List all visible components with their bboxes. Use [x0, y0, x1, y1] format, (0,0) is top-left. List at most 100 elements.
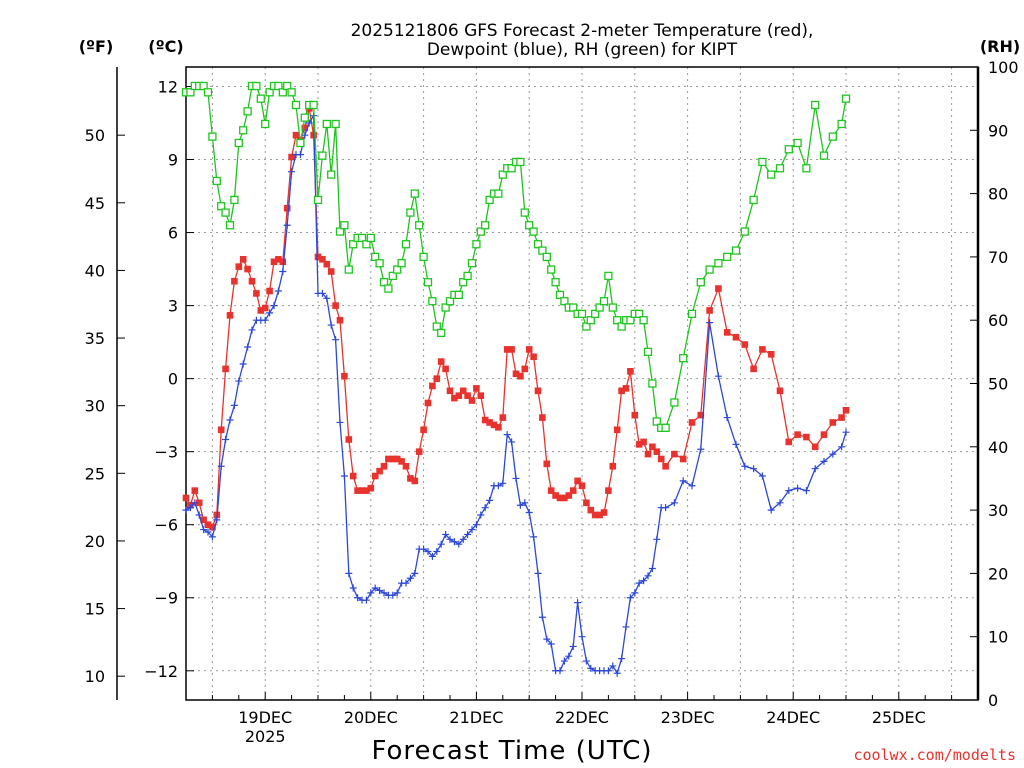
series-rh	[181, 81, 851, 432]
temperature-point	[393, 455, 401, 463]
dewpoint-point	[714, 372, 722, 380]
rh-point	[586, 316, 595, 325]
rh-point	[344, 265, 353, 274]
series-line-temperature	[185, 108, 847, 529]
rh-point	[485, 195, 494, 205]
rh-point	[555, 290, 565, 300]
temperature-point	[239, 256, 247, 263]
dewpoint-point	[679, 477, 687, 485]
rh-point	[731, 246, 741, 255]
x-tick-label: 25DEC	[872, 708, 926, 727]
rh-point	[591, 309, 600, 319]
rh-point	[186, 88, 195, 97]
temperature-point	[842, 406, 850, 414]
rh-point	[533, 240, 543, 249]
dewpoint-point	[345, 569, 353, 577]
dewpoint-point	[569, 642, 577, 650]
rh-point	[604, 271, 613, 281]
temperature-point	[191, 487, 199, 494]
dewpoint-point	[437, 540, 445, 548]
rh-point	[432, 322, 441, 331]
temperature-point	[451, 394, 458, 402]
rh-point	[366, 233, 375, 243]
rh-point	[212, 176, 221, 186]
rh-point	[203, 88, 213, 97]
temperature-point	[759, 346, 766, 353]
temperature-point	[750, 365, 757, 373]
dewpoint-point	[838, 443, 846, 451]
dewpoint-point	[288, 168, 296, 176]
celsius-tick-label: 0	[168, 370, 178, 389]
dewpoint-point	[428, 552, 436, 560]
rh-point	[520, 208, 529, 217]
temperature-point	[380, 462, 388, 470]
temperature-point	[398, 458, 405, 465]
temperature-point	[367, 484, 375, 492]
rh-tick-label: 80	[988, 185, 1008, 204]
temperature-point	[314, 253, 322, 261]
fahrenheit-tick-label: 25	[85, 464, 105, 483]
dewpoint-point	[481, 504, 489, 512]
x-tick-label: 21DEC	[449, 708, 503, 727]
temperature-point	[565, 492, 573, 499]
rh-point	[252, 81, 261, 91]
temperature-point	[587, 506, 595, 514]
rh-point	[696, 278, 705, 287]
rh-point	[239, 126, 248, 135]
dewpoint-point	[578, 633, 586, 641]
x-tick-label: 23DEC	[661, 708, 715, 727]
dewpoint-point	[424, 547, 432, 555]
temperature-point	[266, 287, 273, 295]
dewpoint-point	[244, 343, 252, 351]
temperature-point	[226, 312, 234, 319]
temperature-point	[785, 438, 793, 446]
rh-point	[445, 297, 455, 306]
fahrenheit-unit-label: (ºF)	[79, 37, 114, 56]
dewpoint-point	[420, 545, 428, 553]
temperature-point	[732, 333, 740, 341]
dewpoint-point	[336, 418, 344, 426]
rh-point	[802, 164, 811, 173]
temperature-point	[811, 443, 819, 451]
temperature-point	[583, 499, 590, 507]
dewpoint-point	[486, 496, 494, 504]
tick-labels: 129630−3−6−9−125045403530252015101009080…	[85, 58, 1019, 746]
series-plot	[181, 81, 851, 677]
dewpoint-point	[274, 287, 282, 295]
dewpoint-point	[534, 569, 542, 577]
dewpoint-point	[204, 528, 212, 536]
rh-point	[375, 259, 384, 268]
temperature-point	[574, 477, 581, 485]
dewpoint-point	[318, 289, 326, 297]
dewpoint-point	[842, 428, 850, 436]
dewpoint-point	[574, 599, 582, 607]
dewpoint-point	[618, 655, 626, 663]
dewpoint-point	[609, 662, 617, 670]
celsius-tick-label: 9	[168, 151, 178, 170]
dewpoint-point	[305, 119, 313, 127]
rh-tick-label: 50	[988, 375, 1008, 394]
temperature-point	[838, 414, 845, 421]
rh-point	[472, 240, 481, 249]
rh-point	[613, 316, 622, 325]
rh-point	[384, 284, 393, 293]
temperature-point	[288, 153, 295, 161]
dewpoint-point	[521, 499, 529, 507]
dewpoint-point	[186, 504, 194, 512]
temperature-point	[433, 375, 441, 382]
series-temperature	[182, 105, 850, 531]
dewpoint-point	[503, 431, 511, 439]
temperature-point	[336, 316, 344, 324]
temperature-point	[561, 494, 568, 502]
rh-point	[608, 303, 617, 312]
dewpoint-point	[688, 482, 696, 490]
dewpoint-point	[477, 511, 485, 519]
temperature-point	[349, 472, 357, 480]
dewpoint-point	[371, 584, 379, 592]
dewpoint-point	[213, 516, 221, 524]
rh-tick-label: 60	[988, 311, 1008, 330]
dewpoint-point	[472, 521, 480, 529]
dewpoint-point	[829, 450, 837, 458]
temperature-point	[363, 487, 370, 494]
temperature-point	[261, 304, 269, 312]
